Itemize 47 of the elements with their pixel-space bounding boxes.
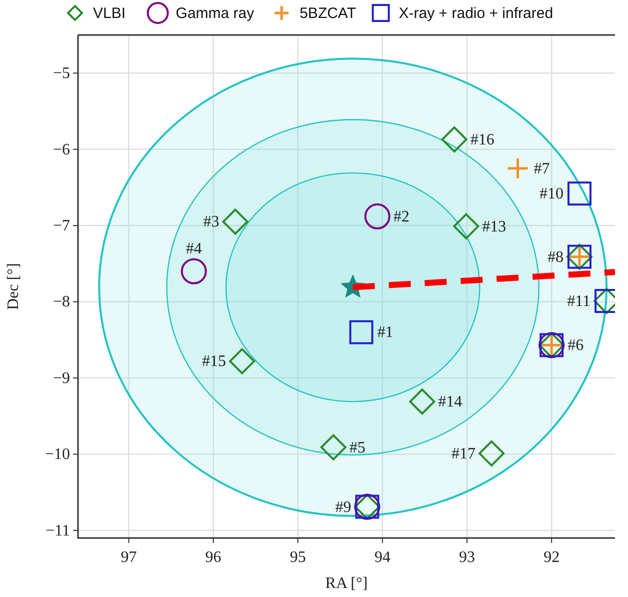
legend-label: X-ray + radio + infrared — [398, 5, 554, 22]
y-tick-label: −5 — [52, 65, 70, 82]
point — [441, 126, 468, 152]
legend-label: VLBI — [93, 5, 126, 22]
point — [567, 182, 592, 206]
annotation: #14 — [438, 394, 462, 411]
y-tick-label: −10 — [44, 446, 70, 464]
annotation: #7 — [534, 160, 550, 178]
x-tick-label: 92 — [544, 549, 560, 566]
y-tick-label: −6 — [52, 141, 70, 158]
x-tick-label: 96 — [205, 549, 222, 566]
point — [478, 440, 505, 466]
x-tick-label: 94 — [374, 549, 390, 566]
annotation: #16 — [470, 131, 494, 148]
y-tick-label: −7 — [52, 218, 70, 235]
y-tick-label: −8 — [52, 294, 70, 311]
point — [409, 388, 436, 415]
y-tick-label: −9 — [52, 370, 70, 387]
annotation: #15 — [202, 353, 226, 370]
annotation: #2 — [393, 208, 410, 226]
y-axis-title: Dec [°] — [5, 263, 22, 310]
point — [453, 213, 480, 240]
point — [222, 208, 248, 235]
x-axis-title: RA [°] — [325, 575, 368, 592]
annotation: #3 — [203, 214, 220, 231]
point — [229, 348, 256, 374]
point — [364, 203, 390, 230]
point — [349, 320, 374, 344]
annotation: #9 — [335, 498, 352, 516]
annotation: #8 — [547, 248, 564, 266]
annotation: #4 — [186, 240, 202, 258]
point — [320, 434, 346, 460]
x-tick-label: 97 — [120, 549, 137, 566]
x-tick-label: 95 — [290, 549, 306, 566]
annotation: #5 — [349, 439, 366, 456]
legend-label: 5BZCAT — [300, 5, 356, 22]
annotation: #11 — [567, 292, 591, 310]
point — [180, 258, 207, 284]
annotation: #10 — [539, 186, 564, 203]
annotation: #13 — [482, 218, 506, 236]
annotation: #17 — [452, 445, 476, 462]
x-tick-label: 93 — [459, 549, 476, 566]
annotation: #6 — [568, 337, 584, 354]
y-tick-label: −11 — [46, 522, 70, 540]
legend-label: Gamma ray — [176, 5, 255, 22]
annotation: #1 — [377, 324, 394, 342]
point — [506, 157, 529, 180]
